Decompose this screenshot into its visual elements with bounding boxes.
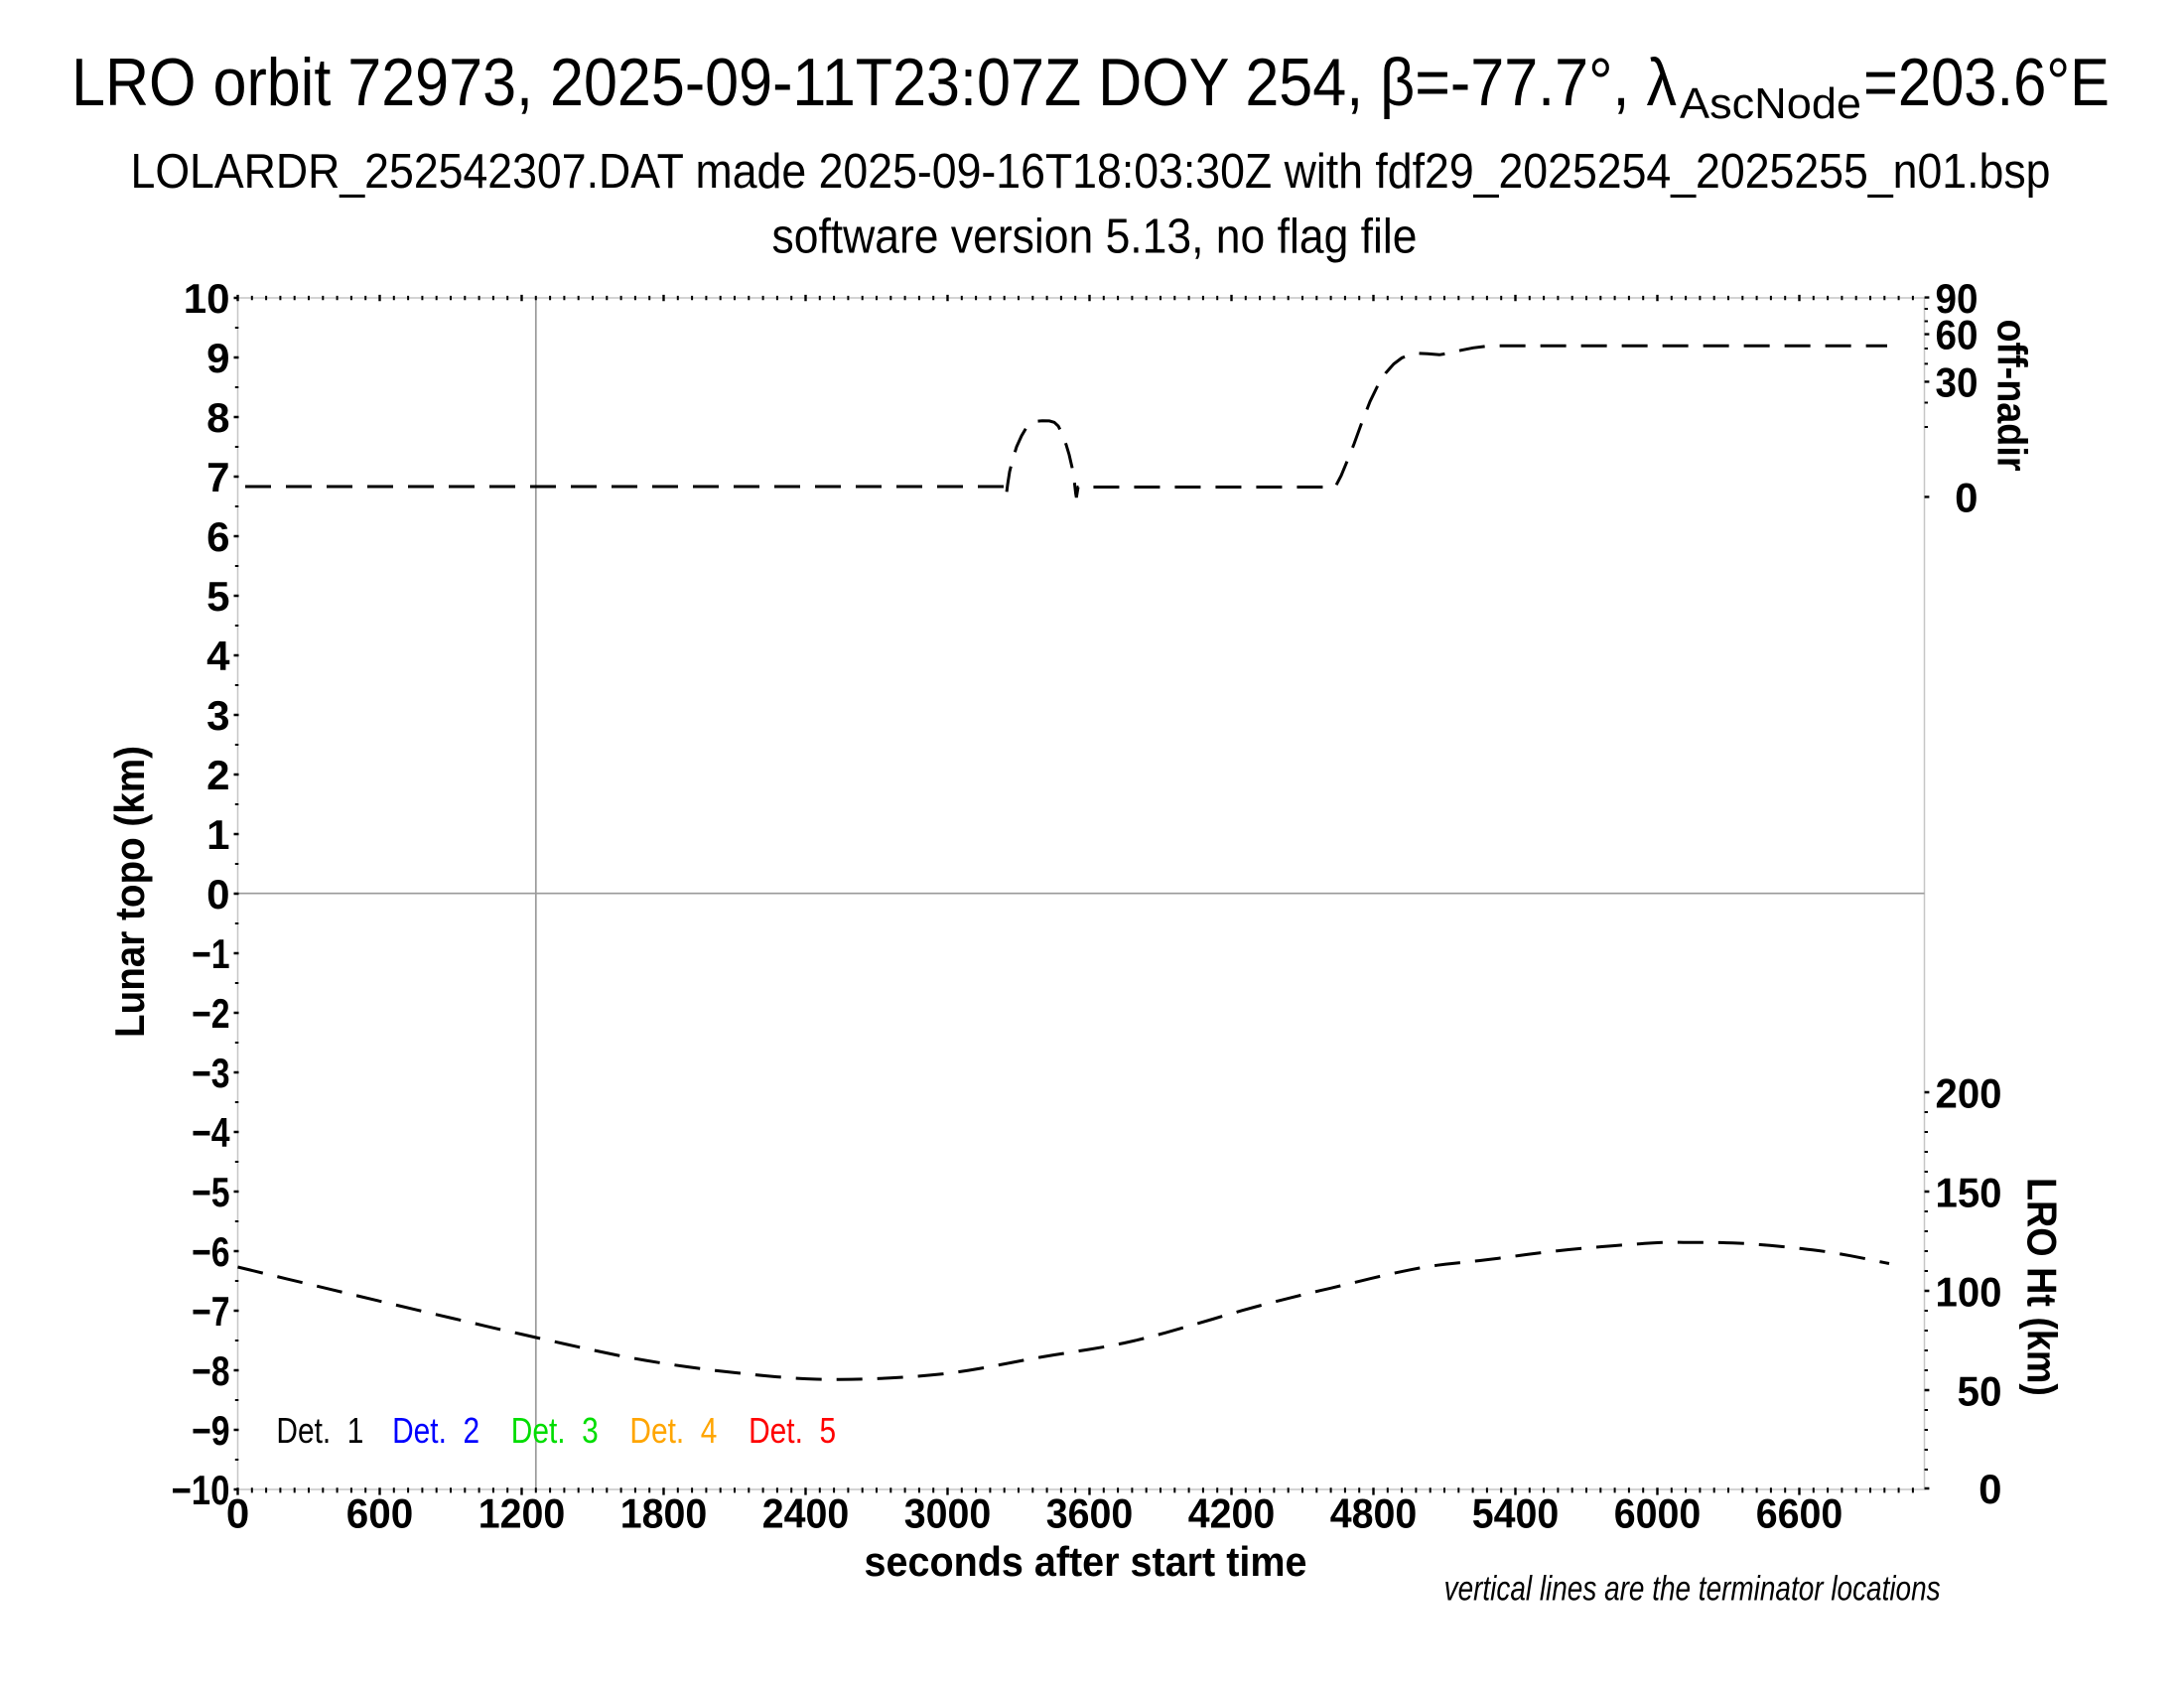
svg-text:9: 9 [206,335,229,381]
svg-text:vertical lines are the termina: vertical lines are the terminator locati… [1444,1569,1941,1608]
svg-text:10: 10 [184,275,230,322]
svg-text:−4: −4 [192,1109,230,1156]
svg-text:600: 600 [346,1490,414,1537]
svg-text:−7: −7 [192,1288,230,1335]
svg-text:60: 60 [1936,312,1979,358]
svg-text:software version 5.13, no flag: software version 5.13, no flag file [772,210,1418,263]
svg-text:1800: 1800 [620,1490,708,1537]
svg-text:50: 50 [1958,1368,2002,1415]
svg-text:Det. 4: Det. 4 [629,1410,717,1451]
svg-text:0: 0 [1979,1466,2001,1512]
svg-text:6000: 6000 [1614,1490,1702,1537]
svg-text:−8: −8 [192,1347,230,1394]
svg-text:off-nadir: off-nadir [1989,320,2036,472]
svg-text:4200: 4200 [1188,1490,1276,1537]
svg-text:4: 4 [206,633,230,679]
svg-text:150: 150 [1936,1170,2002,1216]
svg-text:Lunar topo (km): Lunar topo (km) [106,746,153,1038]
svg-text:0: 0 [226,1490,249,1537]
svg-text:LOLARDR_252542307.DAT made 202: LOLARDR_252542307.DAT made 2025-09-16T18… [131,145,2051,199]
svg-text:200: 200 [1936,1070,2002,1117]
svg-text:3: 3 [206,692,229,739]
svg-text:30: 30 [1936,359,1979,406]
svg-text:−2: −2 [192,990,230,1037]
svg-text:−6: −6 [192,1228,230,1275]
svg-text:2: 2 [206,752,229,798]
svg-text:8: 8 [206,394,229,441]
svg-text:5400: 5400 [1472,1490,1560,1537]
svg-text:AscNode: AscNode [1680,79,1861,128]
svg-text:−5: −5 [192,1169,230,1215]
svg-text:−3: −3 [192,1050,230,1096]
svg-text:3600: 3600 [1046,1490,1134,1537]
svg-text:6: 6 [206,513,229,560]
svg-text:0: 0 [206,871,229,917]
svg-text:0: 0 [1955,475,1978,521]
svg-text:90: 90 [1936,275,1979,322]
svg-text:−10: −10 [172,1467,230,1513]
svg-text:2400: 2400 [762,1490,850,1537]
svg-text:Det. 2: Det. 2 [392,1410,479,1451]
svg-text:−9: −9 [192,1407,230,1454]
svg-text:seconds after start time: seconds after start time [865,1538,1307,1585]
svg-text:=203.6°E: =203.6°E [1863,45,2110,120]
svg-text:1: 1 [206,811,229,858]
svg-text:100: 100 [1936,1269,2002,1316]
svg-text:7: 7 [206,454,229,500]
svg-text:Det. 5: Det. 5 [749,1410,836,1451]
svg-text:6600: 6600 [1756,1490,1843,1537]
svg-text:3000: 3000 [904,1490,992,1537]
svg-text:1200: 1200 [478,1490,566,1537]
svg-text:LRO orbit 72973, 2025-09-11T23: LRO orbit 72973, 2025-09-11T23:07Z DOY 2… [71,45,1677,120]
svg-text:Det. 3: Det. 3 [511,1410,599,1451]
svg-text:Det. 1: Det. 1 [276,1410,363,1451]
svg-text:LRO Ht (km): LRO Ht (km) [2019,1178,2066,1396]
svg-text:4800: 4800 [1330,1490,1418,1537]
svg-text:−1: −1 [192,930,230,977]
svg-text:5: 5 [206,573,229,620]
